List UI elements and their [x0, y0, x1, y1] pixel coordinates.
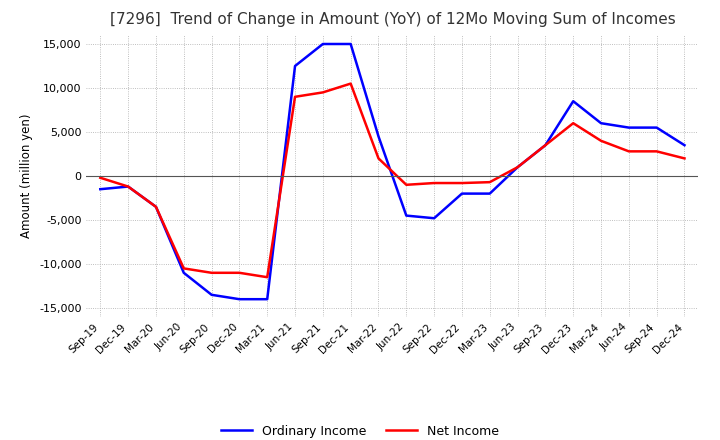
Ordinary Income — [318, 41, 327, 47]
Net Income — [680, 156, 689, 161]
Ordinary Income — [263, 297, 271, 302]
Net Income — [597, 138, 606, 143]
Net Income — [402, 182, 410, 187]
Net Income — [96, 175, 104, 180]
Net Income — [318, 90, 327, 95]
Net Income — [346, 81, 355, 86]
Ordinary Income — [541, 143, 550, 148]
Net Income — [513, 165, 522, 170]
Ordinary Income — [513, 165, 522, 170]
Net Income — [374, 156, 383, 161]
Ordinary Income — [624, 125, 633, 130]
Net Income — [485, 180, 494, 185]
Line: Net Income: Net Income — [100, 84, 685, 277]
Net Income — [624, 149, 633, 154]
Ordinary Income — [291, 63, 300, 69]
Ordinary Income — [458, 191, 467, 196]
Net Income — [430, 180, 438, 186]
Net Income — [569, 121, 577, 126]
Ordinary Income — [485, 191, 494, 196]
Ordinary Income — [569, 99, 577, 104]
Net Income — [207, 270, 216, 275]
Net Income — [124, 184, 132, 189]
Ordinary Income — [124, 184, 132, 189]
Net Income — [263, 275, 271, 280]
Ordinary Income — [346, 41, 355, 47]
Line: Ordinary Income: Ordinary Income — [100, 44, 685, 299]
Legend: Ordinary Income, Net Income: Ordinary Income, Net Income — [216, 420, 504, 440]
Net Income — [291, 94, 300, 99]
Net Income — [152, 204, 161, 209]
Ordinary Income — [652, 125, 661, 130]
Net Income — [458, 180, 467, 186]
Title: [7296]  Trend of Change in Amount (YoY) of 12Mo Moving Sum of Incomes: [7296] Trend of Change in Amount (YoY) o… — [109, 12, 675, 27]
Ordinary Income — [207, 292, 216, 297]
Net Income — [235, 270, 243, 275]
Ordinary Income — [235, 297, 243, 302]
Ordinary Income — [179, 270, 188, 275]
Ordinary Income — [374, 134, 383, 139]
Net Income — [541, 143, 550, 148]
Ordinary Income — [597, 121, 606, 126]
Ordinary Income — [430, 216, 438, 221]
Net Income — [179, 266, 188, 271]
Y-axis label: Amount (million yen): Amount (million yen) — [20, 114, 34, 238]
Ordinary Income — [680, 143, 689, 148]
Ordinary Income — [152, 204, 161, 209]
Net Income — [652, 149, 661, 154]
Ordinary Income — [402, 213, 410, 218]
Ordinary Income — [96, 187, 104, 192]
